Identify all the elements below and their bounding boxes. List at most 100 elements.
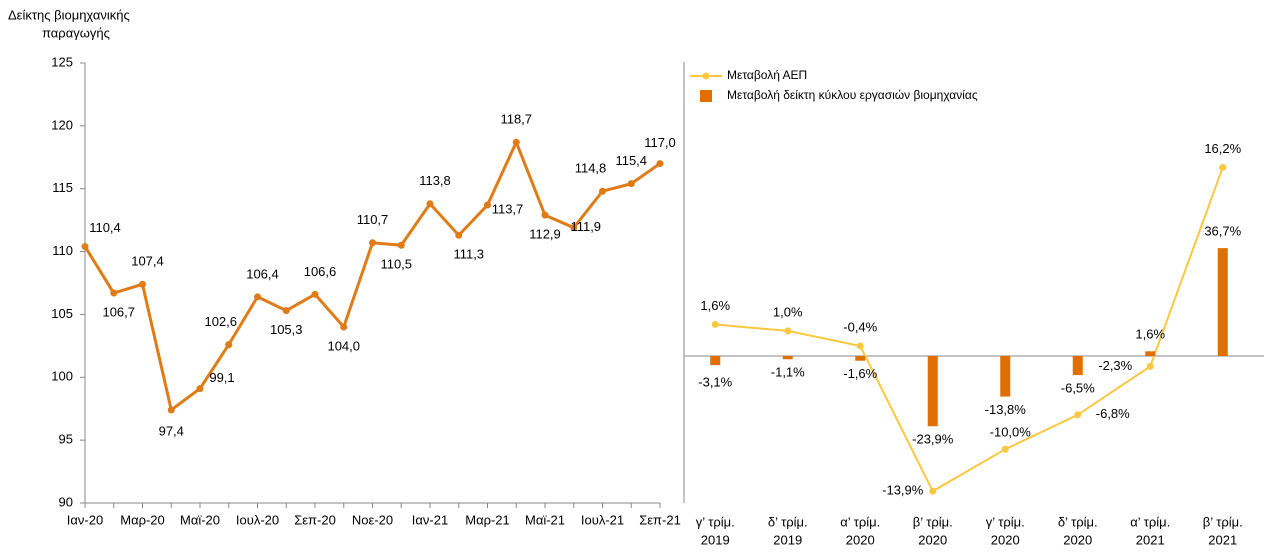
data-label: 97,4 [159,423,184,438]
x-tick-label: Μαρ-21 [465,512,510,527]
data-label: -6,8% [1096,406,1130,421]
data-point [599,187,606,195]
data-label: -10,0% [990,425,1032,440]
data-label: 1,0% [773,304,803,319]
x-tick-label: 2019 [773,532,802,547]
x-tick-label: α’ τρίμ. [1130,514,1170,529]
data-label: -1,6% [843,366,877,381]
data-point [139,280,146,288]
data-label: 111,3 [453,247,484,262]
data-point [81,243,89,251]
data-label: 102,6 [204,314,237,329]
x-tick-label: Μαϊ-20 [180,512,220,527]
data-label: -3,1% [698,375,732,390]
bar [927,356,938,427]
x-tick-label: Ιουλ-21 [581,512,624,527]
data-point [340,323,348,331]
data-label: 107,4 [131,254,164,269]
legend-swatch [702,72,710,80]
x-tick-label: β’ τρίμ. [913,514,953,529]
data-line [83,138,661,413]
data-label: 105,3 [270,322,303,337]
data-label: -13,9% [882,483,924,498]
data-point [570,224,578,232]
data-label: 16,2% [1204,141,1241,156]
x-tick-label: Ιαν-21 [412,512,448,527]
y-tick-label: 120 [51,117,73,132]
data-point [1074,411,1082,419]
data-point [455,231,463,239]
data-label: -0,4% [843,319,877,334]
data-label: 110,7 [357,212,389,227]
data-label: 36,7% [1204,224,1241,239]
y-tick-label: 95 [59,432,73,447]
data-point [711,320,719,328]
y-tick-label: 125 [51,54,73,69]
data-label: 110,5 [380,257,412,272]
x-tick-label: Ιαν-20 [67,512,103,527]
bar [710,356,721,366]
data-point [311,290,319,298]
legend-label: Μεταβολή ΑΕΠ [727,68,807,82]
y-tick-label: 110 [52,243,73,258]
data-point [929,487,937,495]
bar [855,356,866,361]
x-tick-label: 2020 [991,532,1020,547]
x-tick-label: β’ τρίμ. [1203,514,1243,529]
data-label: 114,8 [575,161,607,176]
y-tick-label: 90 [59,494,73,509]
data-point [1146,362,1154,370]
data-line [715,167,1224,493]
data-label: 1,6% [1135,327,1165,342]
data-point [426,200,434,208]
x-tick-label: Μαρ-20 [120,512,165,527]
data-point [282,307,290,315]
data-point [512,138,520,146]
data-label: 118,7 [500,112,532,127]
data-point [110,289,118,297]
x-tick-label: 2021 [1208,532,1237,547]
data-label: 113,8 [419,173,451,188]
data-point [656,160,664,168]
x-tick-label: α’ τρίμ. [840,514,880,529]
data-point [369,239,376,247]
data-label: 113,7 [492,201,524,216]
data-label: 106,6 [304,264,337,279]
x-tick-label: γ’ τρίμ. [696,514,735,529]
data-point [167,406,175,414]
data-point [397,241,405,249]
data-point [254,293,261,301]
data-point [484,201,491,209]
x-tick-label: γ’ τρίμ. [986,514,1025,529]
data-point [784,327,792,335]
data-point [196,385,204,393]
x-tick-label: 2020 [846,532,875,547]
data-label: -13,8% [985,402,1027,417]
x-tick-label: Νοε-20 [352,512,393,527]
data-label: 112,9 [529,227,561,242]
x-tick-label: δ’ τρίμ. [768,514,808,529]
x-tick-label: δ’ τρίμ. [1058,514,1098,529]
data-point [225,341,233,349]
data-label: 111,9 [570,219,601,234]
data-label: 1,6% [700,298,730,313]
data-label: 99,1 [209,370,234,385]
x-tick-label: 2019 [701,532,730,547]
y-tick-label: 115 [52,180,73,195]
data-label: -23,9% [912,432,954,447]
bar [782,356,793,360]
y-tick-label: 100 [51,369,73,384]
data-label: 106,4 [246,266,279,281]
data-label: 110,4 [89,220,121,235]
y-axis-label: Δείκτης βιομηχανικής [8,7,130,22]
x-tick-label: Σεπ-20 [294,512,336,527]
x-tick-label: Μαϊ-21 [525,512,565,527]
legend-swatch [700,90,712,102]
data-point [627,180,635,188]
x-tick-label: 2020 [918,532,947,547]
data-label: -6,5% [1061,381,1095,396]
y-axis-label: παραγωγής [42,25,110,40]
data-point [1001,445,1009,453]
data-label: -1,1% [771,365,805,380]
bar [1000,356,1011,397]
